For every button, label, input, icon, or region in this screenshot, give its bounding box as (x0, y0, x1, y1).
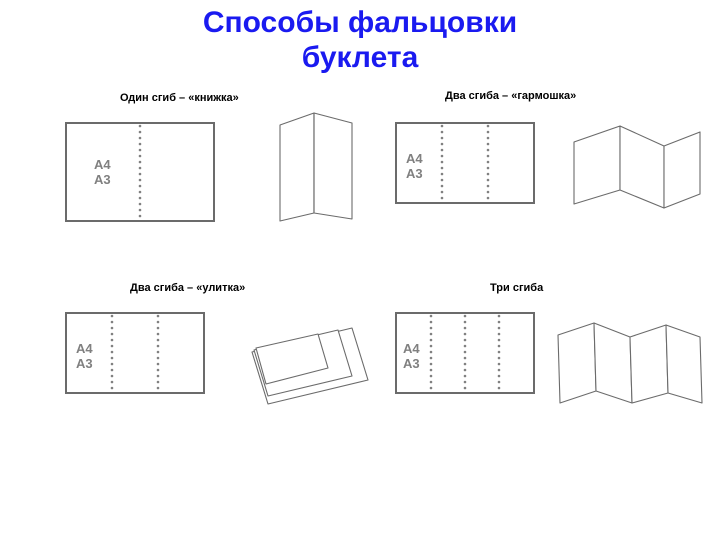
folded-two-snail (240, 310, 380, 410)
caption-two-snail: Два сгиба – «улитка» (130, 282, 245, 294)
svg-text:A3: A3 (406, 166, 423, 181)
folded-three-fold (550, 307, 710, 417)
flat-two-snail: A4A3 (60, 307, 210, 407)
caption-two-accord: Два сгиба – «гармошка» (445, 90, 576, 102)
svg-text:A3: A3 (94, 172, 111, 187)
svg-text:A4: A4 (406, 151, 423, 166)
page-title: Способы фальцовки буклета (0, 6, 720, 75)
svg-text:A4: A4 (94, 157, 111, 172)
svg-text:A3: A3 (76, 356, 93, 371)
caption-one-fold: Один сгиб – «книжка» (120, 92, 239, 104)
caption-three-fold: Три сгиба (490, 282, 543, 294)
flat-one-fold: A4A3 (60, 117, 220, 227)
svg-text:A3: A3 (403, 356, 420, 371)
title-line-1: Способы фальцовки (203, 6, 517, 39)
svg-text:A4: A4 (403, 341, 420, 356)
folded-two-accord (560, 112, 710, 222)
flat-two-accord: A4A3 (390, 117, 540, 217)
title-line-2: буклета (302, 41, 419, 74)
svg-text:A4: A4 (76, 341, 93, 356)
folded-one-fold (260, 107, 370, 227)
flat-three-fold: A4A3 (390, 307, 540, 407)
